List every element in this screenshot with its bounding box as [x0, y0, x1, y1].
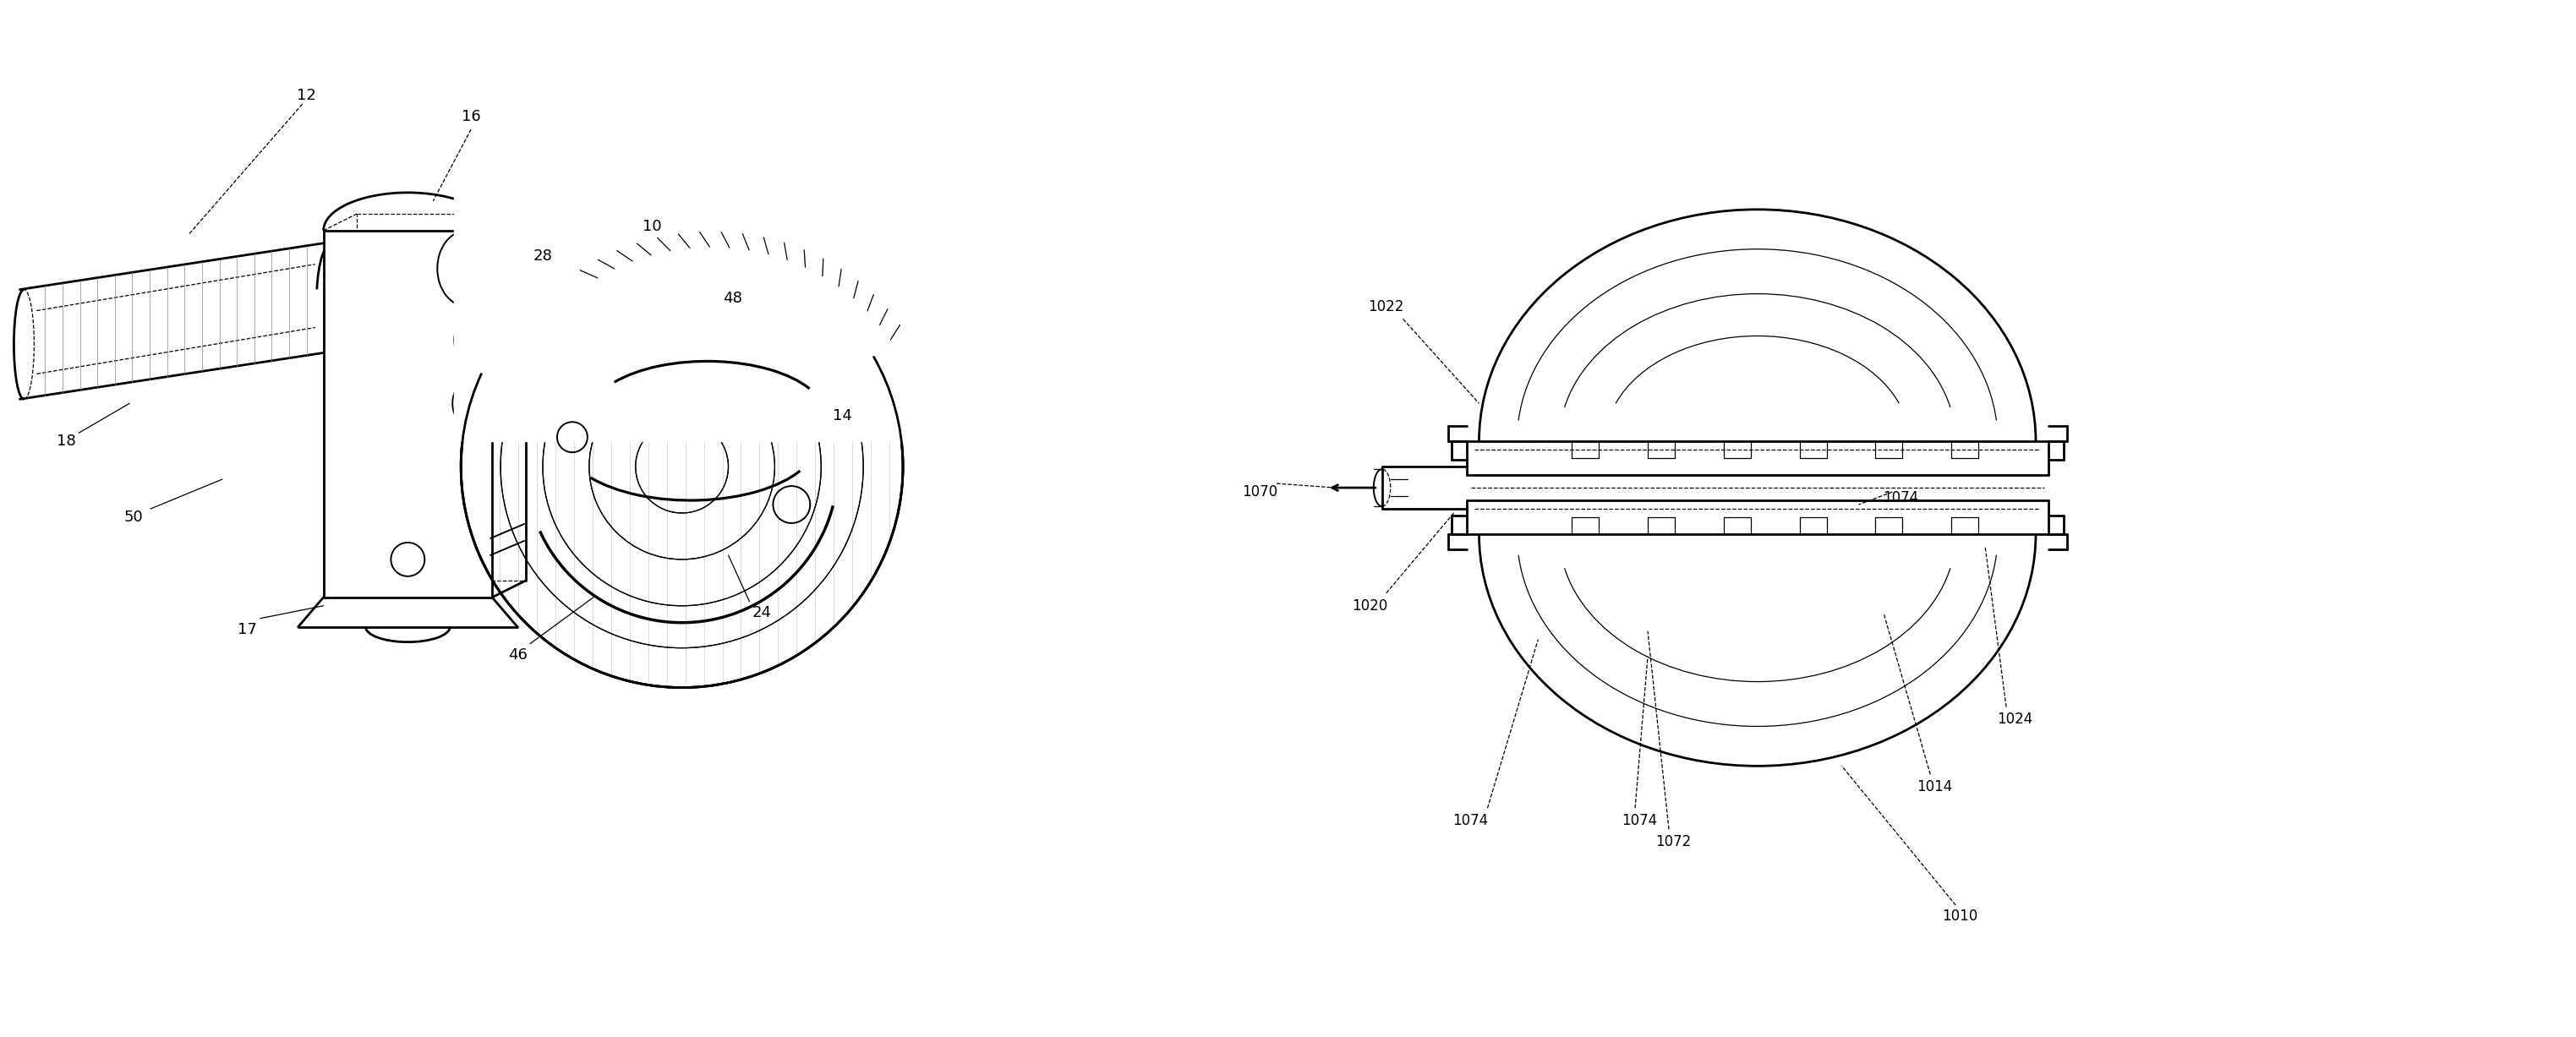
Text: 1022: 1022	[1368, 299, 1404, 314]
Text: 1074: 1074	[1620, 813, 1656, 829]
Polygon shape	[325, 230, 492, 597]
Text: 1014: 1014	[1917, 780, 1953, 794]
Text: 1074: 1074	[1883, 491, 1919, 505]
Text: 1024: 1024	[1996, 712, 2032, 727]
Text: 1010: 1010	[1942, 908, 1978, 924]
Circle shape	[461, 246, 904, 688]
Text: 18: 18	[57, 433, 75, 449]
Text: 48: 48	[724, 290, 742, 306]
Text: 28: 28	[533, 248, 551, 263]
Text: 14: 14	[832, 409, 853, 424]
Polygon shape	[1141, 24, 2491, 993]
Text: 1072: 1072	[1656, 835, 1690, 849]
Text: 17: 17	[237, 622, 258, 637]
Text: 1074: 1074	[1453, 813, 1489, 829]
Text: 10: 10	[644, 219, 662, 234]
Text: 50: 50	[124, 509, 144, 525]
Text: 1020: 1020	[1352, 598, 1388, 613]
Text: 24: 24	[752, 605, 773, 620]
Text: 16: 16	[461, 109, 482, 124]
Text: 46: 46	[507, 647, 528, 663]
Text: 1070: 1070	[1242, 484, 1278, 500]
Text: 12: 12	[296, 88, 317, 104]
